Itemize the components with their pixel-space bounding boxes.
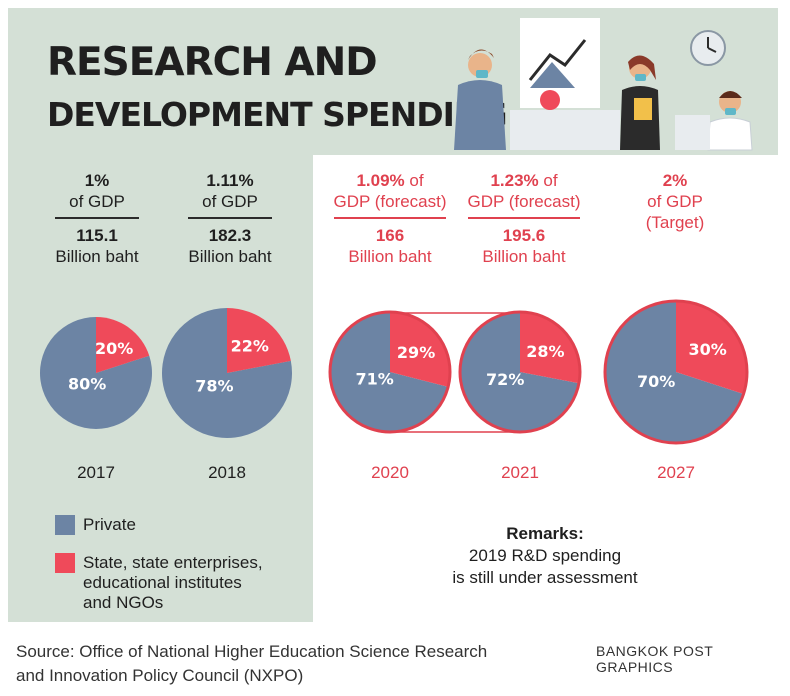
person-3-body <box>707 117 753 151</box>
pie-ring <box>603 299 749 445</box>
gdp-label: GDP (forecast) <box>333 192 447 211</box>
legend-state-line-2: educational institutes <box>83 573 242 592</box>
gdp-percent: 1.09% <box>356 171 405 190</box>
gdp-percent: 1.11% <box>206 171 254 190</box>
mountain-shape <box>530 62 575 88</box>
amount-value: 182.3 <box>208 226 252 245</box>
column-2021: 1.23% of GDP (forecast) 195.6 Billion ba… <box>462 170 586 267</box>
source-line-1: Source: Office of National Higher Educat… <box>16 642 488 661</box>
gdp-percent-suffix: of <box>404 171 424 190</box>
gdp-label: of GDP <box>69 192 125 211</box>
pie-slice-private <box>460 312 579 432</box>
header-divider <box>55 217 139 219</box>
legend-label-private: Private <box>83 515 136 534</box>
person-1-body <box>454 80 506 150</box>
pie-label-state: 28% <box>526 342 564 361</box>
amount-value: 166 <box>375 226 405 245</box>
pie-slice-private <box>40 317 153 429</box>
year-label: 2021 <box>501 463 539 482</box>
amount-value: 115.1 <box>76 226 118 245</box>
gdp-percent: 2% <box>662 171 688 190</box>
pie-slice-private <box>604 301 744 443</box>
remarks-line-1: 2019 R&D spending <box>468 546 622 565</box>
amount-unit: Billion baht <box>188 247 272 266</box>
legend-state-line-3: and NGOs <box>83 593 164 612</box>
trend-arrow-icon <box>528 39 587 81</box>
gdp-percent-suffix: of <box>538 171 558 190</box>
pie-ring <box>458 310 582 434</box>
title-line-1: RESEARCH AND <box>47 40 378 85</box>
remarks-line-2: is still under assessment <box>452 568 638 587</box>
legend-label-state: State, state enterprises, educational in… <box>83 553 263 613</box>
amount-unit: (Target) <box>645 213 705 232</box>
gdp-percent: 1% <box>84 171 110 190</box>
pie-slice-state <box>227 308 291 373</box>
pie-slice-private <box>330 312 449 433</box>
pie-label-private: 78% <box>195 377 233 396</box>
pie-label-private: 71% <box>356 370 394 389</box>
pie-ring <box>328 310 452 434</box>
desk-computer <box>510 110 620 150</box>
amount-value: 195.6 <box>502 226 546 245</box>
source-line-2: and Innovation Policy Council (NXPO) <box>16 666 304 685</box>
amount-unit: Billion baht <box>55 247 139 266</box>
pie-label-state: 30% <box>688 340 726 359</box>
gdp-label: of GDP <box>202 192 258 211</box>
year-label: 2017 <box>77 463 115 482</box>
pie-label-state: 20% <box>95 339 133 358</box>
pie-label-private: 80% <box>68 374 106 393</box>
pie-slice-state <box>96 317 150 373</box>
header-divider <box>468 217 580 219</box>
column-2018: 1.11% of GDP 182.3 Billion baht <box>185 170 275 267</box>
source-note: Source: Office of National Higher Educat… <box>16 640 487 688</box>
gdp-label: GDP (forecast) <box>467 192 581 211</box>
remarks-title: Remarks: <box>506 524 584 543</box>
header-divider <box>188 217 272 219</box>
title-line-2: DEVELOPMENT SPENDING <box>47 95 508 134</box>
pie-label-state: 29% <box>397 343 435 362</box>
pie-label-private: 72% <box>486 370 524 389</box>
legend-swatch-private <box>55 515 75 535</box>
year-label: 2020 <box>371 463 409 482</box>
year-label: 2018 <box>208 463 246 482</box>
legend-swatch-state <box>55 553 75 573</box>
office-workers-illustration <box>454 18 753 151</box>
remarks: Remarks: 2019 R&D spending is still unde… <box>420 523 670 589</box>
year-label: 2027 <box>657 463 695 482</box>
pie-slice-state <box>520 312 580 384</box>
gdp-percent: 1.23% <box>490 171 539 190</box>
column-2020: 1.09% of GDP (forecast) 166 Billion baht <box>328 170 452 267</box>
pie-slice-state <box>390 312 450 387</box>
amount-unit: Billion baht <box>348 247 432 266</box>
gdp-label: of GDP <box>647 192 703 211</box>
pie-label-state: 22% <box>231 336 269 355</box>
amount-unit: Billion baht <box>482 247 566 266</box>
graphics-credit: BANGKOK POST GRAPHICS <box>596 643 713 675</box>
legend-state-line-1: State, state enterprises, <box>83 553 263 572</box>
pie-label-private: 70% <box>637 372 675 391</box>
column-2027: 2% of GDP (Target) <box>625 170 725 233</box>
header-divider <box>334 217 446 219</box>
pie-slice-private <box>161 308 292 439</box>
pie-slice-state <box>676 301 747 394</box>
column-2017: 1% of GDP 115.1 Billion baht <box>55 170 139 267</box>
